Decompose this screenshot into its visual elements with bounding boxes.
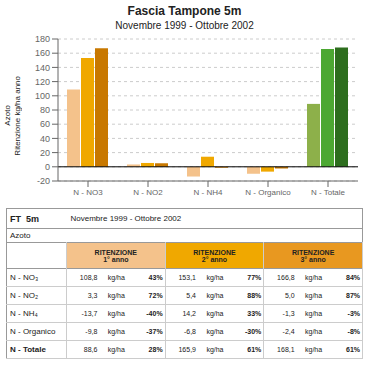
html-text:N - NH₄: N - NH₄ [10, 309, 38, 318]
html-text:N - NO₃: N - NO₃ [10, 273, 39, 282]
html-text:kg/ha: kg/ha [305, 328, 323, 335]
html-text:88%: 88% [247, 292, 262, 299]
html-text:-3%: -3% [347, 310, 360, 317]
html-text:-6,8: -6,8 [183, 328, 196, 335]
html-text:FT 5m: FT 5m [10, 213, 39, 224]
html-text:168,1: 168,1 [277, 346, 295, 353]
html-text:kg/ha: kg/ha [305, 274, 323, 281]
html-text:5,4: 5,4 [186, 292, 196, 299]
html-text:87%: 87% [346, 292, 360, 299]
html-text:84%: 84% [346, 274, 360, 281]
html-text:-30%: -30% [244, 328, 262, 335]
html-text:72%: 72% [148, 292, 163, 299]
html-text:RITENZIONE 2° anno: RITENZIONE 2° anno [193, 248, 236, 263]
html-text:kg/ha: kg/ha [107, 346, 125, 353]
html-text:77%: 77% [247, 274, 262, 281]
html-text:N - Totale: N - Totale [10, 345, 46, 354]
html-text:kg/ha: kg/ha [305, 346, 323, 353]
html-text:43%: 43% [148, 274, 163, 281]
svg-text:180: 180 [35, 34, 50, 44]
html-text:kg/ha: kg/ha [206, 274, 224, 281]
svg-text:140: 140 [35, 63, 50, 73]
html-text:Fascia Tampone 5m: Fascia Tampone 5m [127, 4, 242, 18]
html-text:kg/ha: kg/ha [107, 292, 125, 299]
html-text:61%: 61% [346, 346, 360, 353]
svg-text:N - Organico: N - Organico [245, 188, 291, 197]
svg-text:40: 40 [40, 134, 50, 144]
html-text:-2,4: -2,4 [282, 328, 295, 335]
svg-text:-20: -20 [37, 176, 50, 186]
html-text:165,9: 165,9 [178, 346, 196, 353]
html-text:RITENZIONE 3° anno: RITENZIONE 3° anno [291, 248, 335, 263]
html-text:14,2: 14,2 [182, 310, 196, 317]
html-text:-8%: -8% [347, 328, 360, 335]
html-text:-13,7: -13,7 [81, 310, 98, 317]
svg-text:N - Totale: N - Totale [311, 188, 346, 197]
svg-text:100: 100 [35, 91, 50, 101]
svg-text:20: 20 [40, 148, 50, 158]
html-text:166,8: 166,8 [277, 274, 295, 281]
svg-text:N - NO2: N - NO2 [133, 188, 163, 197]
html-text:N - Organico: N - Organico [10, 327, 56, 336]
html-text:kg/ha: kg/ha [206, 328, 224, 335]
html-text:kg/ha: kg/ha [206, 292, 224, 299]
html-text:kg/ha: kg/ha [305, 292, 323, 299]
html-text:N - NO₂: N - NO₂ [10, 291, 38, 300]
html-text:kg/ha: kg/ha [305, 310, 323, 317]
html-text:-37%: -37% [146, 328, 163, 335]
html-text:3,3: 3,3 [87, 292, 98, 299]
svg-text:160: 160 [35, 48, 50, 58]
html-text:Azoto Ritenzione kg/ha anno: Azoto Ritenzione kg/ha anno [3, 76, 22, 156]
html-text:kg/ha: kg/ha [107, 310, 125, 317]
html-text:33%: 33% [247, 310, 262, 317]
html-text:108,8: 108,8 [79, 274, 98, 281]
html-text:kg/ha: kg/ha [107, 328, 125, 335]
html-text:88,6: 88,6 [83, 346, 98, 353]
svg-text:0: 0 [45, 162, 50, 172]
html-text:5,0: 5,0 [284, 292, 295, 299]
html-text:28%: 28% [148, 346, 163, 353]
svg-text:80: 80 [40, 105, 50, 115]
html-text:RITENZIONE 1° anno: RITENZIONE 1° anno [94, 248, 137, 263]
svg-text:60: 60 [40, 119, 50, 129]
svg-text:N - NO3: N - NO3 [73, 188, 103, 197]
html-text:Novembre 1999 - Ottobre 2002: Novembre 1999 - Ottobre 2002 [70, 214, 182, 223]
html-text:kg/ha: kg/ha [206, 346, 224, 353]
html-text:Novembre 1999 - Ottobre 2002: Novembre 1999 - Ottobre 2002 [115, 20, 254, 31]
html-text:-40%: -40% [146, 310, 163, 317]
svg-text:120: 120 [35, 77, 50, 87]
html-text:153,1: 153,1 [178, 274, 196, 281]
html-text:kg/ha: kg/ha [107, 274, 125, 281]
html-text:Azoto: Azoto [10, 231, 31, 240]
svg-text:N - NH4: N - NH4 [194, 188, 223, 197]
html-text:61%: 61% [247, 346, 262, 353]
html-text:-1,3: -1,3 [282, 310, 295, 317]
html-text:kg/ha: kg/ha [206, 310, 224, 317]
html-text:-9,8: -9,8 [85, 328, 98, 335]
